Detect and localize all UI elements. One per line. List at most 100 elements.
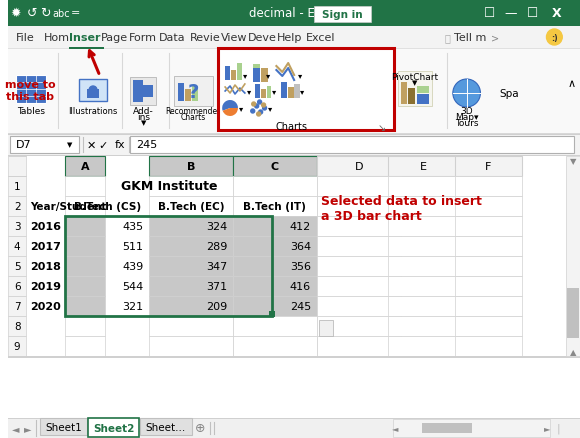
- Text: 2017: 2017: [30, 241, 61, 251]
- Bar: [317, 197, 401, 216]
- Bar: [8, 0, 580, 27]
- Bar: [66, 177, 105, 197]
- Bar: [388, 197, 459, 216]
- Bar: [388, 177, 459, 197]
- Bar: [233, 177, 317, 197]
- Bar: [233, 336, 317, 356]
- Text: 209: 209: [206, 301, 227, 311]
- Bar: [218, 49, 394, 131]
- Text: Tell m: Tell m: [454, 33, 486, 43]
- Bar: [130, 78, 156, 106]
- Bar: [8, 177, 26, 197]
- Text: ⬜: ⬜: [445, 33, 451, 43]
- Wedge shape: [223, 109, 238, 117]
- Bar: [388, 237, 459, 256]
- Text: 3D: 3D: [461, 106, 473, 115]
- Bar: [16, 76, 46, 104]
- Text: 364: 364: [290, 241, 311, 251]
- Bar: [288, 88, 294, 99]
- Bar: [233, 216, 317, 237]
- Bar: [149, 157, 233, 177]
- Text: 3: 3: [14, 222, 20, 231]
- Bar: [8, 197, 26, 216]
- Text: 439: 439: [122, 261, 143, 272]
- Bar: [149, 316, 233, 336]
- Text: F: F: [485, 162, 491, 172]
- Text: ◄: ◄: [393, 424, 399, 432]
- Bar: [66, 256, 105, 276]
- Bar: [184, 90, 191, 102]
- Bar: [149, 276, 233, 297]
- Text: ∧: ∧: [568, 79, 576, 89]
- Bar: [393, 419, 550, 437]
- Text: E: E: [420, 162, 427, 172]
- Bar: [317, 316, 401, 336]
- Text: B.Tech (EC): B.Tech (EC): [158, 201, 224, 212]
- Bar: [388, 297, 459, 316]
- Bar: [233, 197, 317, 216]
- Text: 289: 289: [206, 241, 227, 251]
- Bar: [418, 95, 429, 105]
- Bar: [455, 197, 522, 216]
- Text: 544: 544: [122, 281, 143, 291]
- Bar: [294, 85, 300, 99]
- Text: Hom: Hom: [44, 33, 70, 43]
- Text: ▾: ▾: [242, 71, 247, 80]
- Bar: [233, 237, 317, 256]
- Text: ▾: ▾: [298, 71, 302, 80]
- Bar: [260, 69, 267, 83]
- Bar: [225, 67, 230, 81]
- Bar: [149, 297, 233, 316]
- Text: Page: Page: [101, 33, 128, 43]
- Text: 356: 356: [290, 261, 311, 272]
- Text: ►: ►: [544, 424, 551, 432]
- Bar: [191, 87, 198, 102]
- Bar: [8, 135, 580, 136]
- Bar: [418, 87, 429, 94]
- Bar: [66, 157, 105, 177]
- Text: 2016: 2016: [30, 222, 61, 231]
- Text: GKM Institute: GKM Institute: [121, 180, 217, 193]
- Bar: [408, 89, 415, 105]
- Text: 2: 2: [14, 201, 20, 212]
- Bar: [317, 256, 401, 276]
- Text: 5: 5: [14, 261, 20, 272]
- Text: ▾: ▾: [246, 87, 251, 96]
- Bar: [422, 423, 472, 433]
- Bar: [401, 83, 408, 105]
- Bar: [452, 69, 491, 119]
- Bar: [317, 157, 401, 177]
- Text: 245: 245: [289, 301, 311, 311]
- Bar: [317, 237, 401, 256]
- Text: ↘: ↘: [378, 123, 386, 133]
- Bar: [88, 418, 139, 437]
- Bar: [40, 418, 87, 435]
- Bar: [8, 256, 26, 276]
- Text: Data: Data: [159, 33, 186, 43]
- Bar: [66, 197, 105, 216]
- Bar: [455, 276, 522, 297]
- Text: Map▾: Map▾: [455, 112, 478, 121]
- Bar: [8, 49, 580, 134]
- Circle shape: [546, 30, 562, 46]
- Text: Selected data to insert
a 3D bar chart: Selected data to insert a 3D bar chart: [321, 194, 481, 223]
- Text: ↻: ↻: [41, 7, 51, 20]
- Text: Tours: Tours: [455, 118, 478, 127]
- Text: C: C: [271, 162, 279, 172]
- Bar: [130, 137, 574, 154]
- Bar: [455, 157, 522, 177]
- Text: 511: 511: [122, 241, 143, 251]
- Bar: [8, 134, 580, 135]
- Bar: [566, 157, 580, 356]
- Circle shape: [258, 101, 262, 105]
- Bar: [317, 216, 401, 237]
- Text: 245: 245: [136, 140, 158, 150]
- Text: 412: 412: [289, 222, 311, 231]
- Text: ▾: ▾: [269, 104, 273, 113]
- Bar: [8, 336, 26, 356]
- Text: ↺: ↺: [27, 7, 37, 20]
- Bar: [388, 216, 459, 237]
- Text: Tables: Tables: [17, 106, 45, 115]
- Circle shape: [251, 110, 255, 114]
- Bar: [233, 256, 317, 276]
